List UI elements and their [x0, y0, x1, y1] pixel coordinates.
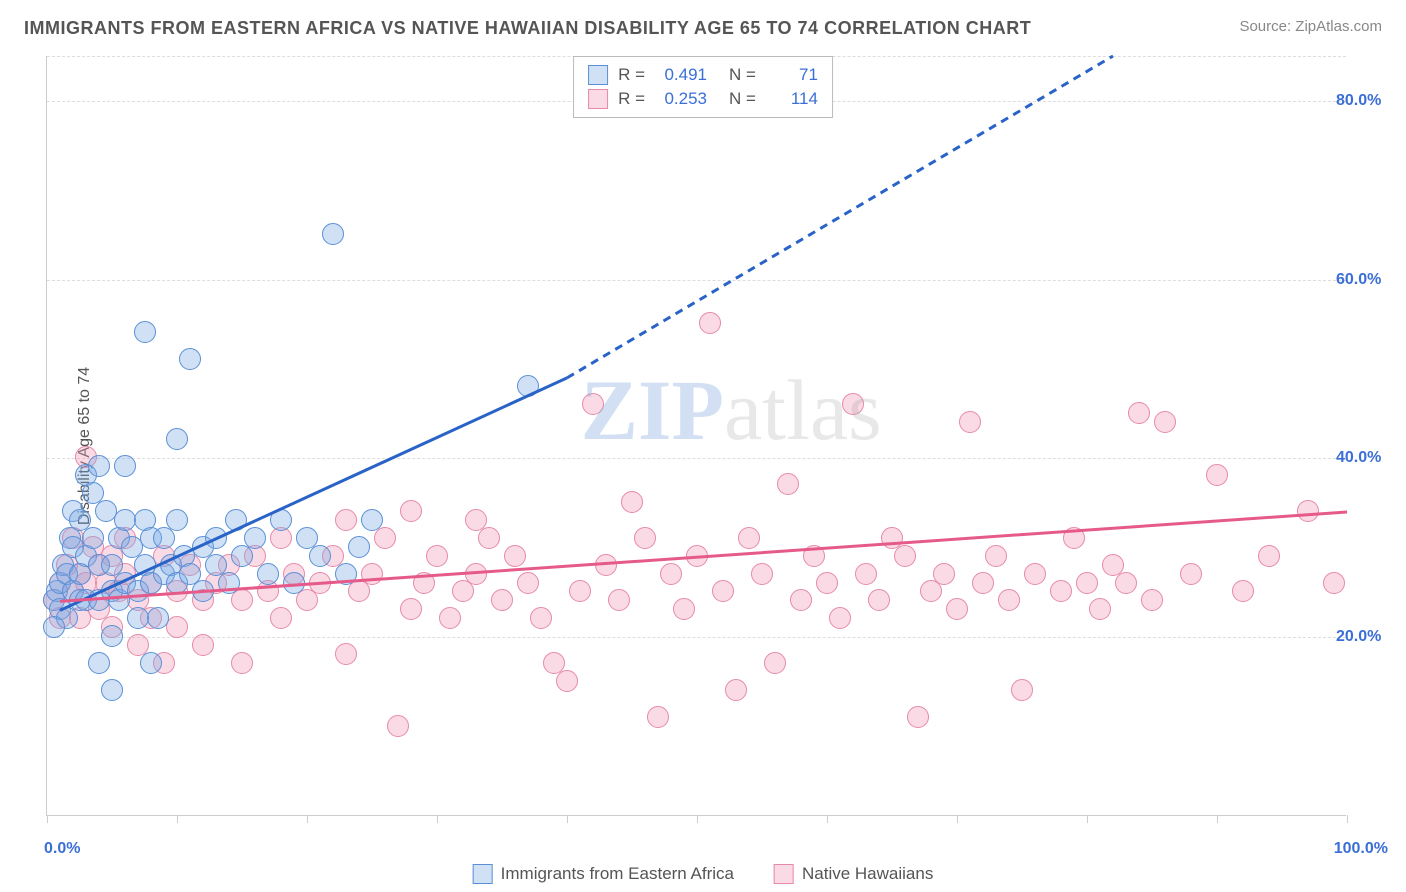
x-tick-mark: [1087, 815, 1088, 823]
x-tick-mark: [1217, 815, 1218, 823]
source-label: Source: ZipAtlas.com: [1239, 18, 1382, 35]
chart-title: IMMIGRANTS FROM EASTERN AFRICA VS NATIVE…: [24, 18, 1031, 39]
n-value-series1: 71: [766, 65, 818, 85]
r-label: R =: [618, 65, 645, 85]
x-tick-mark: [177, 815, 178, 823]
trend-line: [60, 378, 567, 610]
x-axis-min-label: 0.0%: [44, 840, 80, 858]
x-tick-mark: [957, 815, 958, 823]
n-value-series2: 114: [766, 89, 818, 109]
n-label: N =: [729, 65, 756, 85]
x-tick-mark: [827, 815, 828, 823]
x-tick-mark: [1347, 815, 1348, 823]
legend-swatch-series1: [588, 65, 608, 85]
x-tick-mark: [697, 815, 698, 823]
x-tick-mark: [307, 815, 308, 823]
correlation-legend: R = 0.491 N = 71 R = 0.253 N = 114: [573, 56, 833, 118]
x-tick-mark: [437, 815, 438, 823]
legend-swatch-series2: [588, 89, 608, 109]
legend-swatch-series2: [774, 864, 794, 884]
legend-swatch-series1: [473, 864, 493, 884]
n-label: N =: [729, 89, 756, 109]
legend-item-series2: Native Hawaiians: [774, 864, 933, 884]
trend-lines-svg: [47, 56, 1347, 816]
legend-item-series1: Immigrants from Eastern Africa: [473, 864, 734, 884]
r-value-series2: 0.253: [655, 89, 707, 109]
x-axis-max-label: 100.0%: [1334, 840, 1388, 858]
x-tick-mark: [567, 815, 568, 823]
plot-area: 20.0%40.0%60.0%80.0%: [46, 56, 1346, 816]
legend-row-series1: R = 0.491 N = 71: [588, 63, 818, 87]
series-legend: Immigrants from Eastern Africa Native Ha…: [473, 864, 934, 884]
legend-label-series2: Native Hawaiians: [802, 864, 933, 884]
legend-row-series2: R = 0.253 N = 114: [588, 87, 818, 111]
x-tick-mark: [47, 815, 48, 823]
trend-line: [60, 512, 1347, 601]
legend-label-series1: Immigrants from Eastern Africa: [501, 864, 734, 884]
r-value-series1: 0.491: [655, 65, 707, 85]
r-label: R =: [618, 89, 645, 109]
